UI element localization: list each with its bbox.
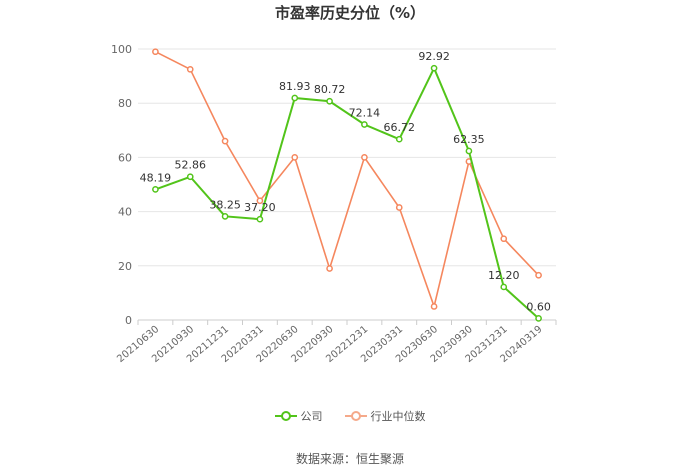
data-point-company <box>430 64 438 72</box>
plot-area: 0204060801002021063020210930202112312022… <box>111 43 557 365</box>
data-point-industry-median <box>430 303 438 310</box>
series-line-company <box>155 65 540 320</box>
data-label-company: 12.20 <box>488 269 520 282</box>
legend-industry-swatch-icon <box>344 411 367 421</box>
data-point-industry-median <box>152 48 159 56</box>
data-point-company <box>221 212 229 220</box>
data-label-company: 81.93 <box>279 80 311 93</box>
data-label-company: 52.86 <box>175 159 207 172</box>
data-point-industry-median <box>291 154 299 161</box>
data-label-company: 66.72 <box>384 121 416 134</box>
data-point-industry-median <box>500 235 508 243</box>
legend-industry-label: 行业中位数 <box>370 410 426 423</box>
data-point-industry-median <box>326 265 333 272</box>
y-tick-label: 80 <box>118 97 132 110</box>
legend-item-company[interactable]: 公司 <box>274 408 323 424</box>
y-tick-label: 60 <box>118 151 132 164</box>
data-point-company <box>256 215 264 223</box>
data-label-company: 62.35 <box>453 133 485 146</box>
legend-company-swatch-icon <box>274 411 297 421</box>
data-label-company: 72.14 <box>349 107 381 120</box>
y-tick-label: 100 <box>111 43 132 56</box>
data-point-company <box>152 186 159 193</box>
data-label-company: 48.19 <box>140 171 172 184</box>
data-point-company <box>186 173 194 181</box>
data-label-company: 38.25 <box>209 198 241 211</box>
y-tick-label: 20 <box>118 260 132 273</box>
legend-company-label: 公司 <box>300 410 323 423</box>
legend: 公司 行业中位数 <box>0 408 700 424</box>
data-point-company <box>500 283 508 291</box>
data-point-company <box>291 94 299 102</box>
data-label-company: 0.60 <box>526 300 551 313</box>
legend-item-industry-median[interactable]: 行业中位数 <box>344 408 426 424</box>
chart-title: 市盈率历史分位（%） <box>274 4 426 22</box>
series-line-industry-median <box>155 50 540 310</box>
data-point-industry-median <box>395 204 403 211</box>
data-point-industry-median <box>535 271 542 279</box>
data-label-company: 92.92 <box>418 50 450 63</box>
data-point-industry-median <box>361 154 368 161</box>
data-point-industry-median <box>221 137 229 145</box>
data-point-company <box>326 97 333 105</box>
data-point-company <box>465 147 473 155</box>
data-point-industry-median <box>256 197 264 205</box>
data-point-company <box>535 315 542 322</box>
data-point-company <box>361 121 368 128</box>
data-point-company <box>395 135 403 143</box>
data-point-industry-median <box>186 65 194 73</box>
data-label-company: 37.20 <box>244 201 276 214</box>
y-tick-label: 0 <box>125 314 132 327</box>
data-label-company: 80.72 <box>314 83 346 96</box>
source-note: 数据来源：恒生聚源 <box>295 452 404 466</box>
y-tick-label: 40 <box>118 206 132 219</box>
